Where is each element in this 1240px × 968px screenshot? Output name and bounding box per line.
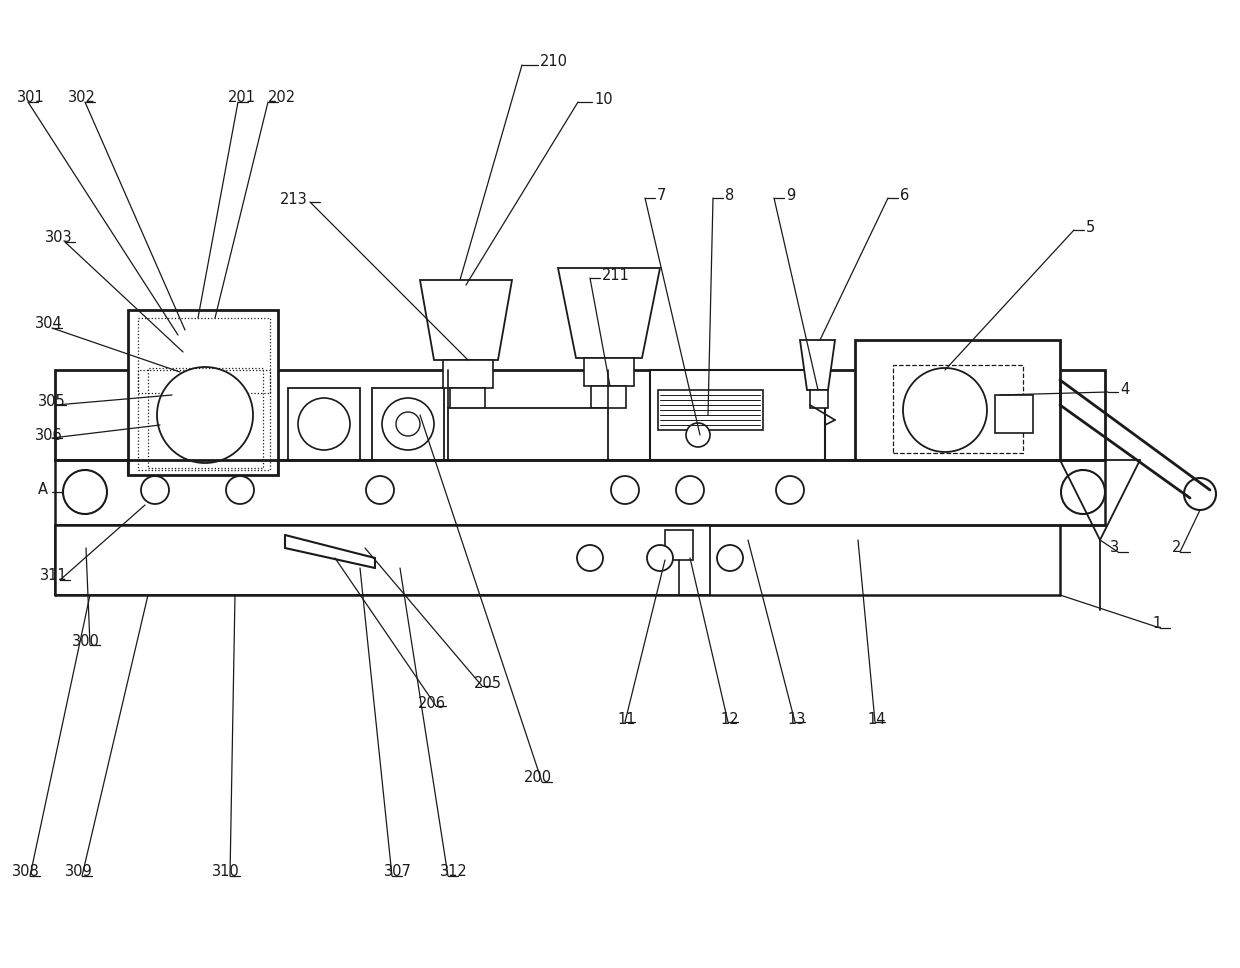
Text: 300: 300 [72, 634, 100, 650]
Circle shape [366, 476, 394, 504]
Bar [443, 360, 494, 388]
Text: 206: 206 [418, 695, 446, 711]
Bar [448, 408, 608, 460]
Text: 308: 308 [12, 864, 40, 880]
Bar [450, 388, 485, 410]
Polygon shape [420, 280, 512, 360]
Text: 10: 10 [594, 93, 613, 107]
Bar [591, 386, 626, 408]
Circle shape [382, 398, 434, 450]
Polygon shape [558, 268, 660, 358]
Text: 201: 201 [228, 90, 255, 106]
Bar [55, 370, 1105, 460]
Text: 205: 205 [474, 676, 502, 690]
Text: 6: 6 [900, 189, 909, 203]
Text: 301: 301 [17, 90, 45, 106]
Circle shape [226, 476, 254, 504]
Bar [138, 318, 270, 393]
Text: 5: 5 [1086, 221, 1095, 235]
Text: 200: 200 [525, 771, 552, 785]
Bar [650, 370, 825, 460]
Circle shape [611, 476, 639, 504]
Circle shape [676, 476, 704, 504]
Text: 305: 305 [38, 395, 66, 409]
Circle shape [396, 412, 420, 436]
Text: 303: 303 [45, 230, 73, 246]
Text: 12: 12 [720, 711, 739, 727]
Bar [584, 358, 634, 386]
Bar [810, 390, 828, 408]
Circle shape [903, 368, 987, 452]
Bar [138, 370, 270, 470]
Bar [55, 525, 711, 595]
Text: 7: 7 [657, 189, 666, 203]
Circle shape [141, 476, 169, 504]
Text: 304: 304 [35, 317, 63, 331]
Text: 211: 211 [601, 268, 630, 284]
Circle shape [157, 367, 253, 463]
Text: 8: 8 [725, 189, 734, 203]
Circle shape [63, 470, 107, 514]
Bar [994, 395, 1033, 433]
Bar [665, 530, 693, 560]
Text: 312: 312 [440, 864, 467, 880]
Circle shape [647, 545, 673, 571]
Circle shape [577, 545, 603, 571]
Polygon shape [800, 340, 835, 390]
Text: 307: 307 [384, 864, 412, 880]
Bar [128, 310, 278, 475]
Text: 3: 3 [1110, 540, 1120, 556]
Circle shape [776, 476, 804, 504]
Text: 210: 210 [539, 54, 568, 70]
Bar [658, 390, 763, 430]
Bar [148, 368, 263, 468]
Text: A: A [38, 482, 48, 498]
Text: 1: 1 [1152, 617, 1161, 631]
Text: 14: 14 [867, 711, 885, 727]
Text: 202: 202 [268, 90, 296, 106]
Text: 9: 9 [786, 189, 795, 203]
Text: 213: 213 [280, 193, 308, 207]
Bar [893, 365, 1023, 453]
Circle shape [298, 398, 350, 450]
Bar [372, 388, 444, 460]
Text: 302: 302 [68, 90, 95, 106]
Text: 311: 311 [40, 568, 68, 584]
Circle shape [686, 423, 711, 447]
Text: 2: 2 [1172, 540, 1182, 556]
Bar [288, 388, 360, 460]
Text: 13: 13 [787, 711, 805, 727]
Circle shape [1184, 478, 1216, 510]
Circle shape [1061, 470, 1105, 514]
Text: 11: 11 [618, 711, 635, 727]
Bar [856, 340, 1060, 460]
Text: 4: 4 [1120, 382, 1130, 398]
Text: 310: 310 [212, 864, 239, 880]
Bar [55, 460, 1105, 525]
Text: 309: 309 [64, 864, 93, 880]
Circle shape [717, 545, 743, 571]
Text: 306: 306 [35, 428, 63, 442]
